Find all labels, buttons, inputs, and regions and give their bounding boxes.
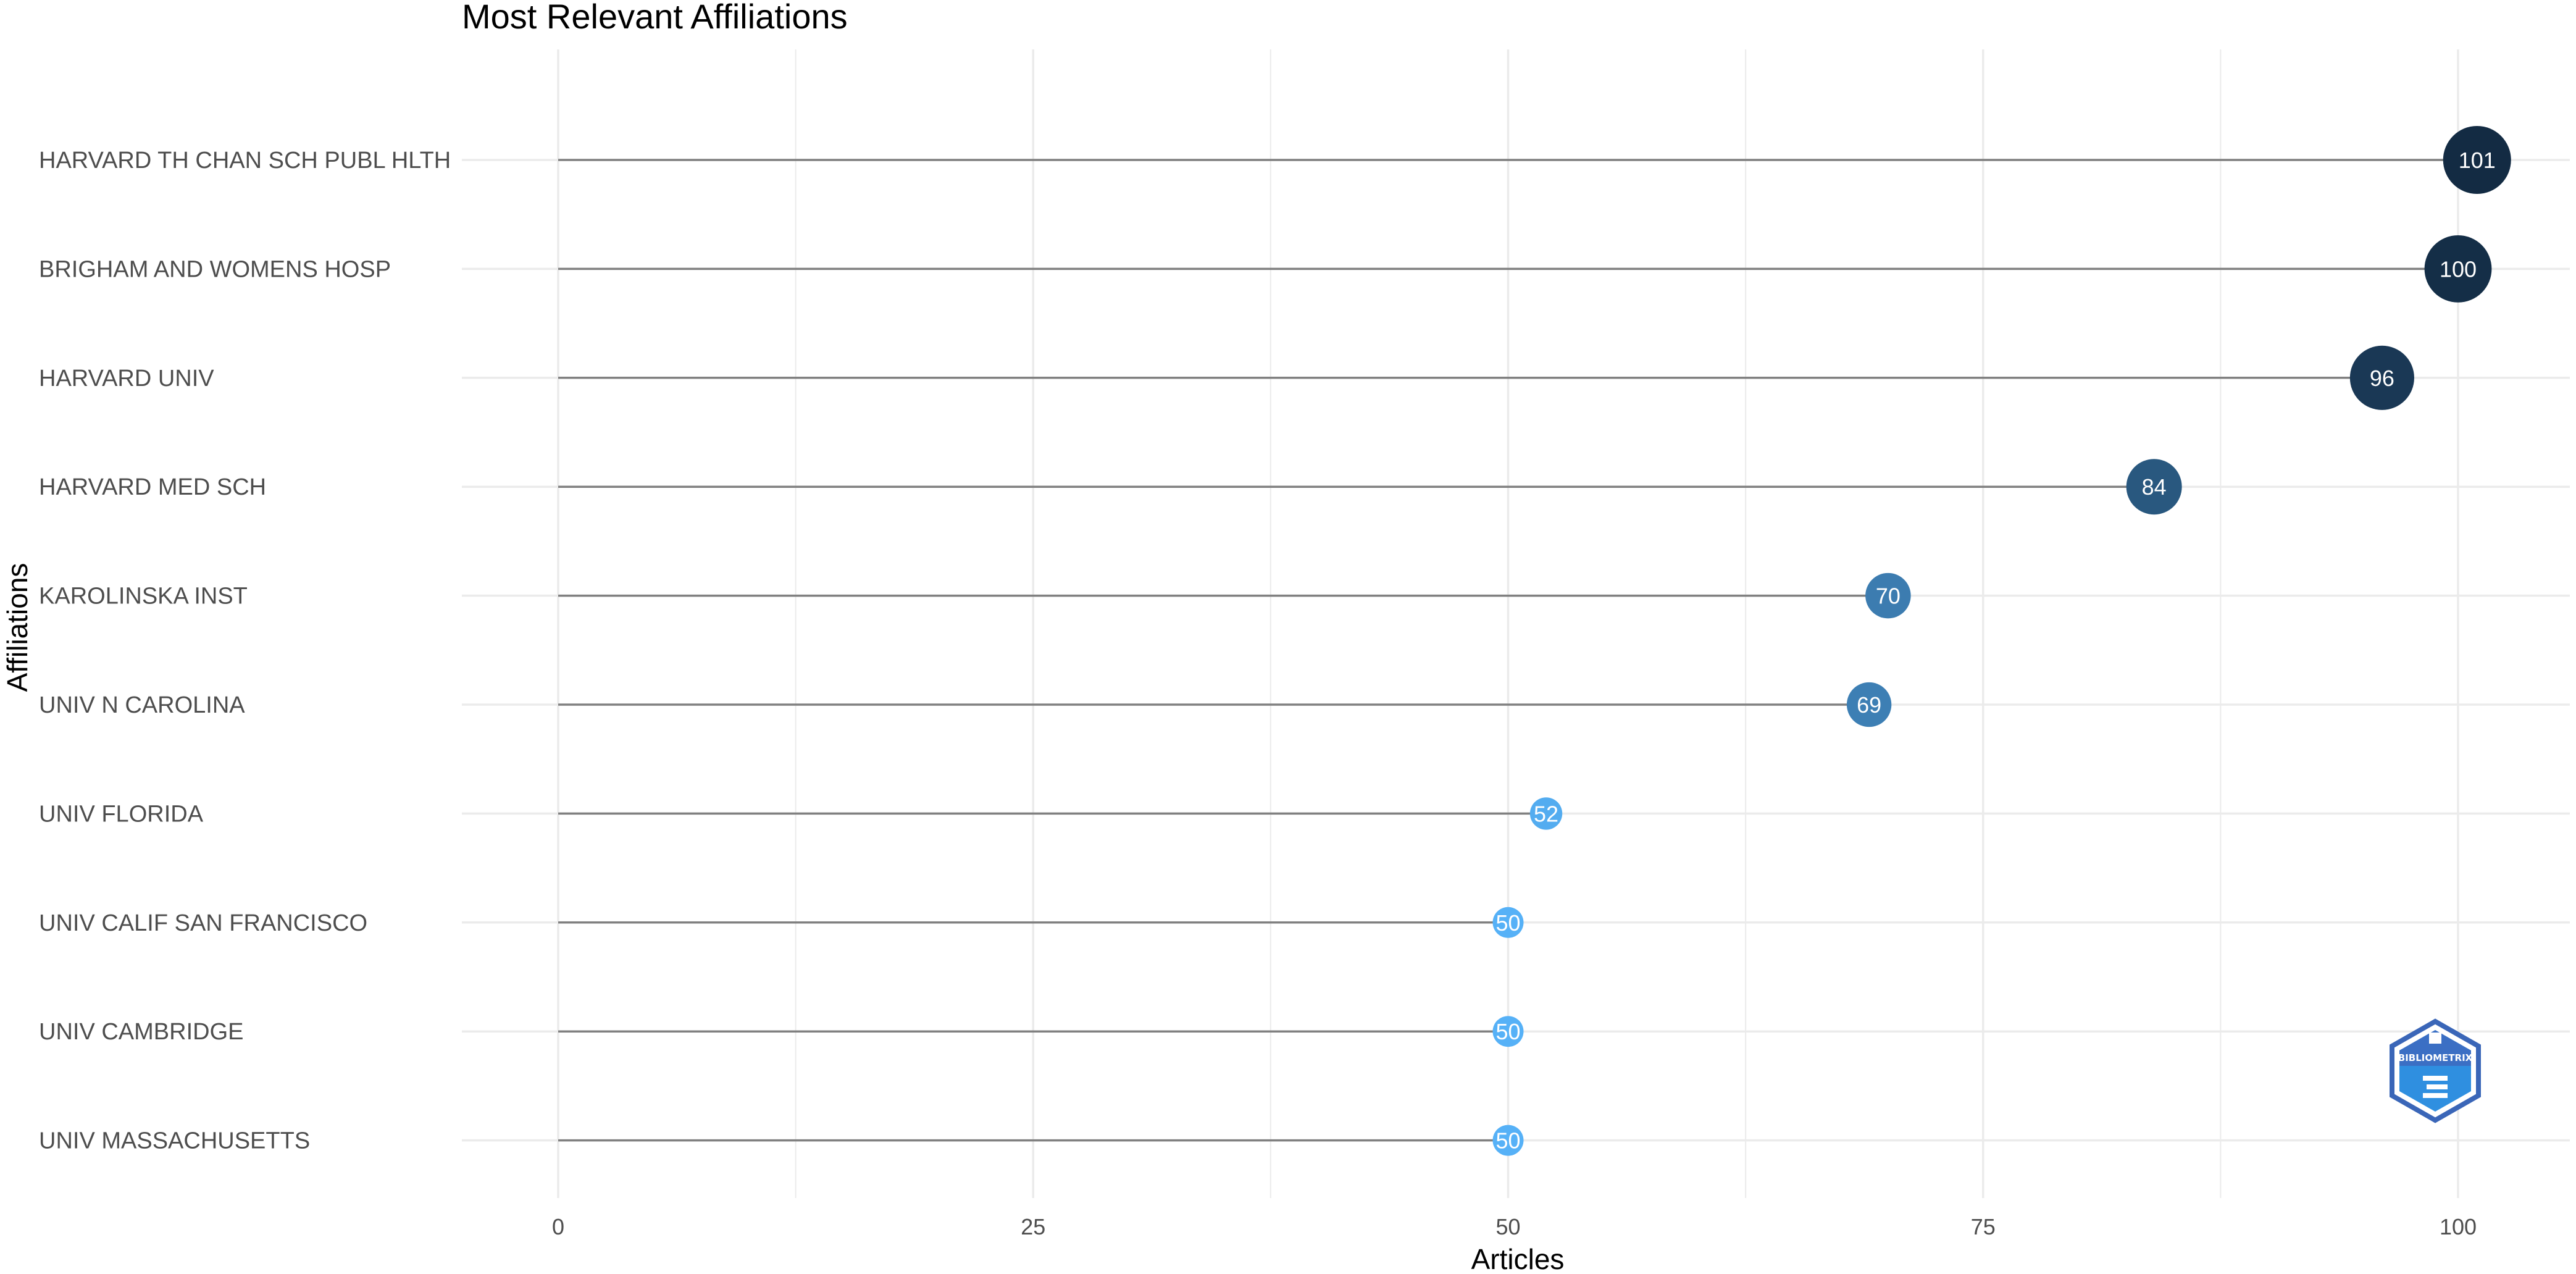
watermark-text: BIBLIOMETRIX [2398, 1052, 2473, 1063]
y-axis-title: Affiliations [1, 563, 33, 692]
data-point [1865, 572, 1911, 619]
category-label: HARVARD UNIV [39, 366, 214, 392]
data-point-label: 50 [1495, 1128, 1520, 1154]
category-label: HARVARD TH CHAN SCH PUBL HLTH [39, 148, 451, 174]
data-point [2443, 126, 2511, 194]
points: 101 100 96 84 70 69 52 50 50 50 [1492, 126, 2511, 1156]
data-point-label: 69 [1857, 692, 1881, 718]
data-point-label: 52 [1534, 801, 1558, 826]
category-label: HARVARD MED SCH [39, 474, 266, 500]
data-point-label: 100 [2440, 256, 2477, 282]
category-label: UNIV N CAROLINA [39, 692, 245, 718]
x-tick-label: 75 [1971, 1214, 1996, 1239]
x-tick-label: 100 [2440, 1214, 2477, 1239]
bibliometrix-logo-icon: BIBLIOMETRIX [2390, 1018, 2481, 1123]
data-point-label: 84 [2142, 474, 2167, 500]
data-point [1492, 907, 1524, 938]
category-label: KAROLINSKA INST [39, 584, 248, 610]
category-label: UNIV CAMBRIDGE [39, 1019, 243, 1045]
data-point-label: 70 [1876, 584, 1901, 609]
data-point-label: 50 [1495, 910, 1520, 936]
data-point-label: 96 [2370, 366, 2394, 391]
data-point [2424, 235, 2492, 303]
category-labels: HARVARD TH CHAN SCH PUBL HLTH BRIGHAM AND… [39, 148, 451, 1154]
data-point [1529, 797, 1563, 830]
x-tick-label: 50 [1495, 1214, 1520, 1239]
chart-title: Most Relevant Affiliations [462, 0, 848, 36]
x-axis-title: Articles [1471, 1243, 1565, 1274]
category-label: UNIV MASSACHUSETTS [39, 1128, 310, 1154]
segments [558, 159, 2477, 1142]
data-point [2126, 459, 2182, 515]
data-point [1492, 1125, 1524, 1156]
category-label: UNIV FLORIDA [39, 801, 204, 827]
data-point [2349, 345, 2414, 410]
category-label: UNIV CALIF SAN FRANCISCO [39, 910, 367, 936]
x-tick-labels: 0 25 50 75 100 [552, 1214, 2477, 1239]
data-point [1846, 682, 1892, 727]
category-label: BRIGHAM AND WOMENS HOSP [39, 256, 391, 282]
data-point-label: 50 [1495, 1019, 1520, 1044]
data-point-label: 101 [2459, 148, 2496, 173]
x-tick-label: 25 [1021, 1214, 1045, 1239]
data-point [1492, 1016, 1524, 1047]
x-tick-label: 0 [552, 1214, 564, 1239]
